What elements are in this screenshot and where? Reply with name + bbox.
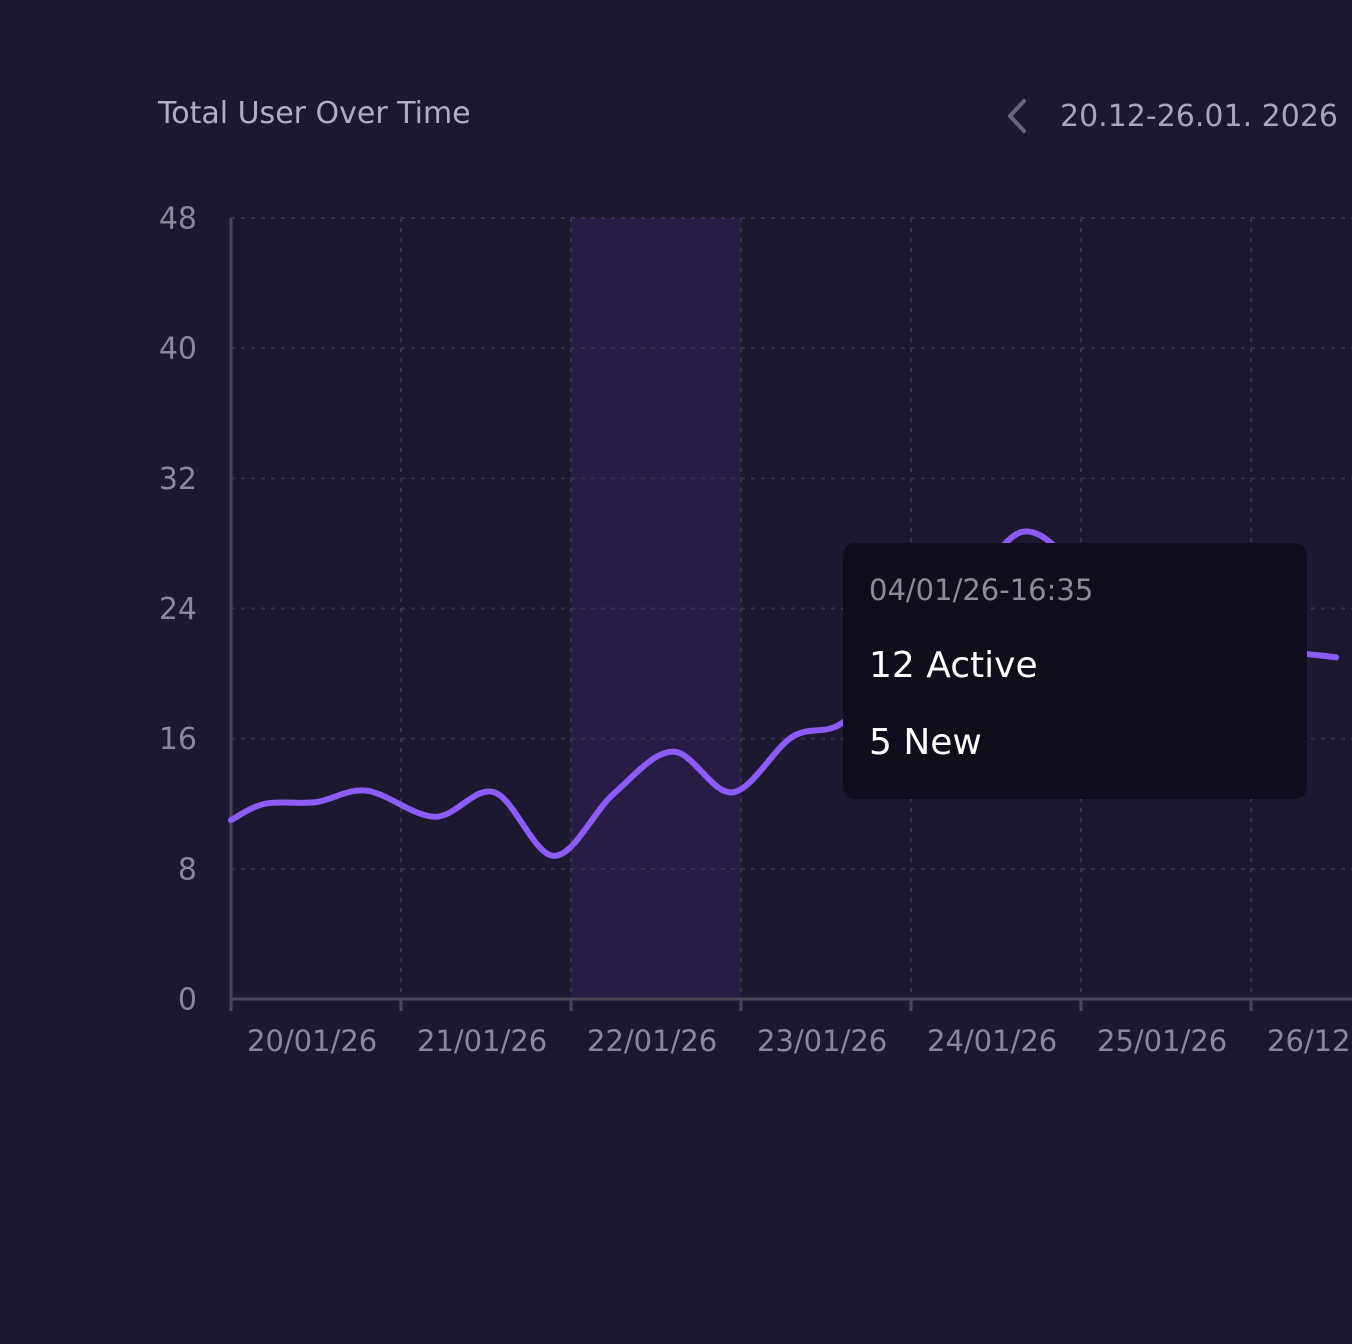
y-tick-label: 48 (159, 202, 197, 237)
tooltip-new-count: 5 New (869, 722, 982, 763)
previous-range-button[interactable] (1000, 96, 1034, 136)
x-tick-label: 26/12 (1267, 1024, 1351, 1058)
chart-title: Total User Over Time (158, 96, 471, 131)
highlight-band (571, 218, 741, 999)
x-tick-label: 25/01/26 (1097, 1024, 1227, 1058)
chevron-left-icon (1008, 99, 1026, 133)
y-tick-label: 24 (159, 592, 197, 627)
y-tick-label: 32 (159, 462, 197, 497)
x-tick-label: 20/01/26 (247, 1024, 377, 1058)
x-tick-label: 22/01/26 (587, 1024, 717, 1058)
x-tick-label: 23/01/26 (757, 1024, 887, 1058)
x-tick-label: 21/01/26 (417, 1024, 547, 1058)
x-tick-label: 24/01/26 (927, 1024, 1057, 1058)
tooltip-timestamp: 04/01/26-16:35 (869, 573, 1094, 607)
chart-tooltip: 04/01/26-16:35 12 Active 5 New (843, 543, 1307, 799)
tooltip-active-count: 12 Active (869, 645, 1038, 686)
y-tick-label: 40 (159, 332, 197, 367)
y-tick-label: 16 (159, 722, 197, 757)
date-range-nav: 20.12-26.01. 2026 (1000, 96, 1338, 136)
y-tick-label: 0 (178, 983, 197, 1018)
y-tick-label: 8 (178, 852, 197, 887)
date-range-label: 20.12-26.01. 2026 (1060, 98, 1339, 134)
